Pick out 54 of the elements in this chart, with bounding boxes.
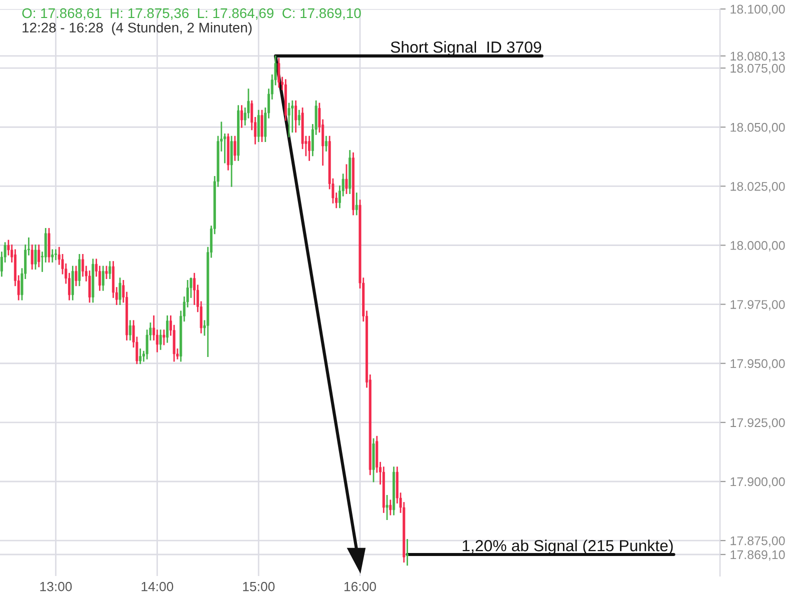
y-tick-label: 17.875,00 <box>730 536 785 547</box>
candlestick <box>355 192 358 216</box>
candlestick <box>48 228 50 262</box>
candlestick <box>71 266 74 300</box>
annotation: 1,20% ab Signal (215 Punkte) <box>462 540 673 554</box>
candlestick <box>74 266 78 286</box>
x-tick-label: 14:00 <box>142 582 174 592</box>
candlestick <box>345 164 348 194</box>
candlestick <box>38 244 40 268</box>
chart-title: O: 17.868,61 H: 17.875,36 L: 17.864,69 C: 17.869,10 <box>22 8 361 20</box>
candlestick <box>139 348 142 364</box>
candlestick <box>234 136 236 161</box>
candlestick <box>34 244 37 270</box>
y-tick-label: 18.000,00 <box>730 241 785 252</box>
candlestick <box>230 136 233 187</box>
candlestick <box>108 261 112 280</box>
candlestick <box>78 254 81 286</box>
candlestick <box>406 539 409 566</box>
y-tick-label: 18.050,00 <box>730 122 785 134</box>
x-tick-label: 13:00 <box>40 582 72 592</box>
candlestick <box>324 136 328 152</box>
candlestick <box>386 494 388 520</box>
x-tick-label: 16:00 <box>344 582 376 592</box>
candlestick <box>298 110 300 126</box>
candlestick <box>118 278 122 306</box>
y-tick-label: 18.075,00 <box>730 64 785 74</box>
candlestick <box>257 110 260 142</box>
y-tick-label: 18.080,13 <box>730 52 785 62</box>
y-tick-label: 17.950,00 <box>730 359 785 370</box>
y-tick-label: 17.900,00 <box>730 477 785 488</box>
candlestick <box>128 320 132 340</box>
candlestick <box>30 244 34 270</box>
candlestick <box>308 136 311 161</box>
candlestick <box>240 105 243 128</box>
y-tick-label: 17.925,00 <box>730 418 785 429</box>
text: 12:28 - 16:28 (4 Stunden, 2 Minuten) <box>22 22 252 36</box>
candlestick <box>288 102 290 138</box>
candlestick <box>389 500 392 516</box>
x-tick-label: 15:00 <box>243 582 275 592</box>
candlestick <box>260 110 264 142</box>
candlestick <box>162 330 166 346</box>
y-tick-label: 18.100,00 <box>730 4 785 16</box>
candlestick <box>159 330 162 350</box>
candlestick <box>51 249 54 262</box>
y-tick-label: 18.025,00 <box>730 182 785 192</box>
candlestick <box>54 249 58 260</box>
candlestick <box>278 58 280 88</box>
candlestick <box>102 266 104 291</box>
annotation: Short Signal ID 3709 <box>390 41 542 56</box>
candlestick <box>294 100 298 133</box>
candlestick <box>105 266 108 280</box>
y-tick-label: 17.975,00 <box>730 300 785 310</box>
candlestick <box>166 315 169 343</box>
y-tick-label: 17.869,10 <box>730 550 785 561</box>
